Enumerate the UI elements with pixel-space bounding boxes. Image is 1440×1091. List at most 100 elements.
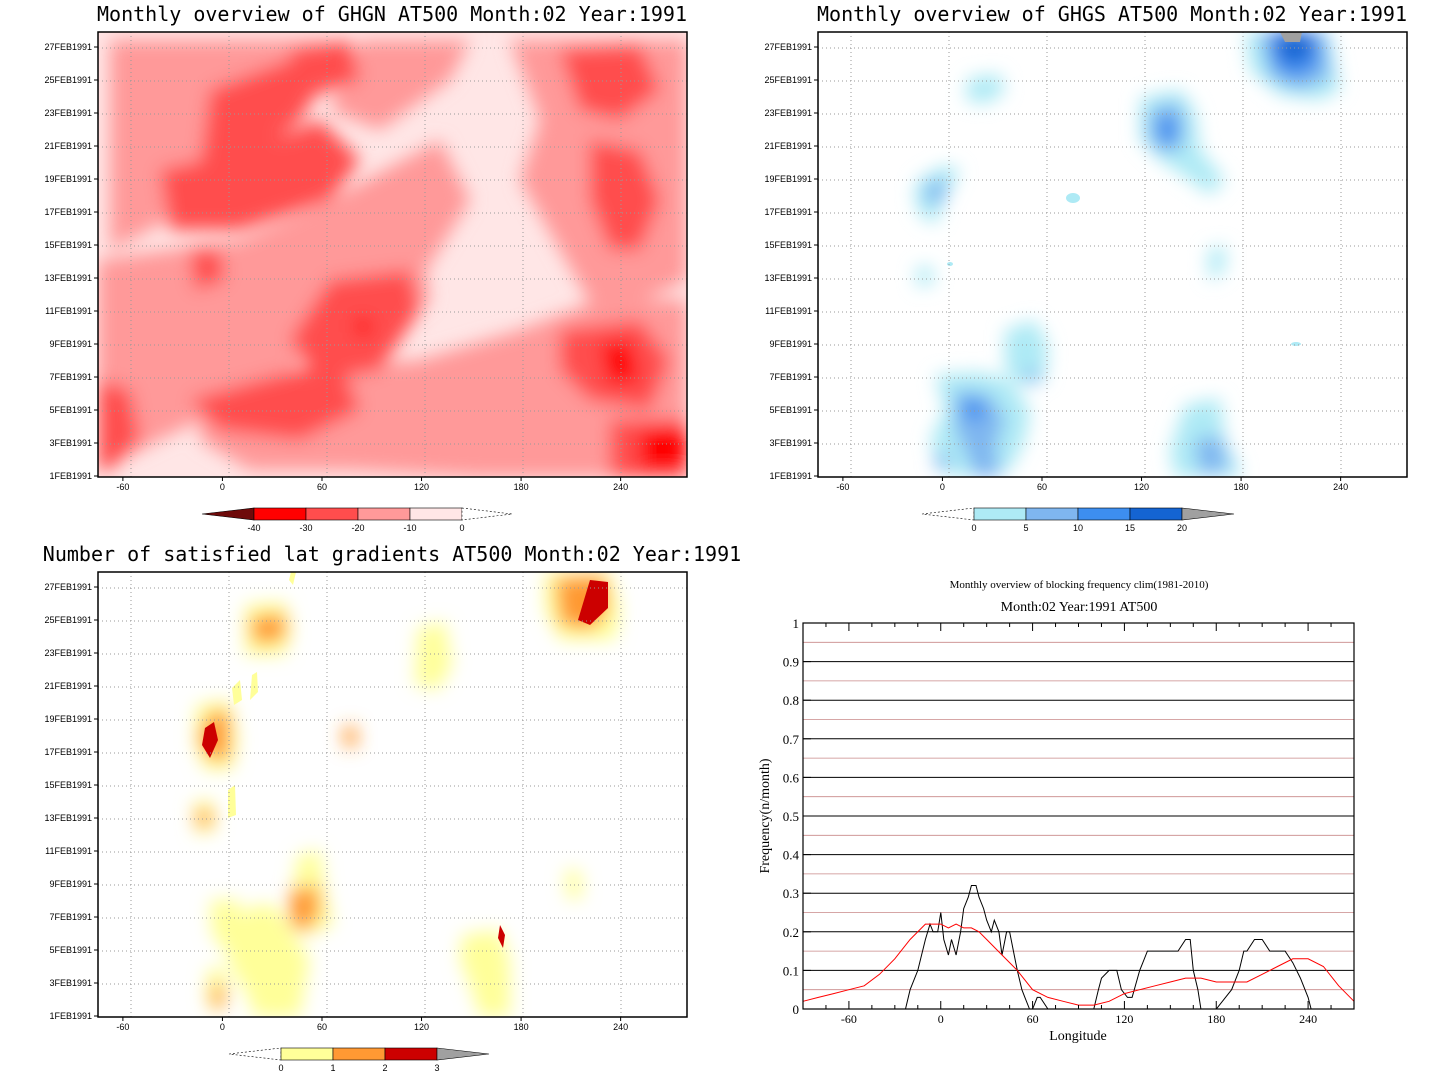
blocking-x-tick-label: 240 bbox=[1299, 1012, 1317, 1026]
colorbar-swatch bbox=[384, 1047, 438, 1061]
blocking-gridlines bbox=[803, 641, 1354, 991]
blocking-y-tick-label: 0.5 bbox=[783, 809, 799, 824]
lat-gradients-y-tick-label: 3FEB1991 bbox=[49, 978, 92, 988]
lat-gradients-frame bbox=[97, 571, 688, 1018]
ghgs-y-tick-label: 11FEB1991 bbox=[765, 306, 812, 316]
blocking-subtitle: Month:02 Year:1991 AT500 bbox=[1001, 600, 1158, 615]
lat-gradients-background bbox=[98, 572, 687, 1017]
colorbar-label: 15 bbox=[1125, 523, 1135, 533]
ghgn-y-tick-label: 5FEB1991 bbox=[49, 405, 92, 415]
lat-gradients-small-blob bbox=[289, 572, 296, 585]
ghgn-title: Monthly overview of GHGN AT500 Month:02 … bbox=[97, 2, 687, 26]
ghgn-contour-level-minus30 bbox=[355, 318, 687, 470]
ghgs-y-tick-label: 21FEB1991 bbox=[764, 141, 812, 151]
colorbar-swatch bbox=[305, 507, 359, 521]
blocking-x-tick-label: 60 bbox=[1027, 1012, 1039, 1026]
colorbar-label: 0 bbox=[971, 523, 976, 533]
ghgs-small-blob bbox=[1066, 193, 1080, 203]
ghgn-y-tick-label: 27FEB1991 bbox=[44, 42, 92, 52]
ghgn-x-tick-label: 240 bbox=[613, 482, 628, 492]
lat-gradients-x-axis: -60 0 60 120 180 240 bbox=[116, 1017, 628, 1032]
ghgs-small-blob bbox=[947, 262, 953, 266]
ghgn-y-axis: 1FEB1991 3FEB1991 5FEB1991 7FEB1991 9FEB1991… bbox=[44, 42, 98, 481]
ghgn-y-tick-label: 1FEB1991 bbox=[49, 471, 92, 481]
ghgs-y-tick-label: 9FEB1991 bbox=[769, 339, 812, 349]
ghgn-y-tick-label: 3FEB1991 bbox=[49, 438, 92, 448]
blocking-x-tick-label: 120 bbox=[1115, 1012, 1133, 1026]
lat-gradients-contour-level-2 bbox=[202, 580, 608, 948]
ghgs-y-tick-label: 23FEB1991 bbox=[764, 108, 812, 118]
blocking-y-tick-label: 0 bbox=[793, 1002, 800, 1017]
colorbar-label: 10 bbox=[1073, 523, 1083, 533]
colorbar-swatch bbox=[280, 1047, 334, 1061]
lat-gradients-field bbox=[98, 572, 687, 1017]
ghgn-y-tick-label: 7FEB1991 bbox=[49, 372, 92, 382]
ghgn-y-tick-label: 15FEB1991 bbox=[44, 240, 92, 250]
colorbar-label: 3 bbox=[434, 1063, 439, 1073]
ghgn-x-tick-label: 180 bbox=[514, 482, 529, 492]
blocking-x-tick-label: 0 bbox=[938, 1012, 944, 1026]
lat-gradients-panel: Number of satisfied lat gradients AT500 … bbox=[43, 542, 741, 1073]
colorbar-start-arrow bbox=[228, 1047, 282, 1061]
ghgn-x-tick-label: 0 bbox=[220, 482, 225, 492]
ghgn-contour-shapes bbox=[98, 40, 687, 477]
colorbar-swatch bbox=[1077, 507, 1131, 521]
colorbar-swatch bbox=[201, 507, 255, 521]
lat-gradients-y-tick-label: 5FEB1991 bbox=[49, 945, 92, 955]
lat-gradients-y-axis: 1FEB1991 3FEB1991 5FEB1991 7FEB1991 9FEB1991… bbox=[44, 582, 98, 1021]
colorbar-swatch bbox=[253, 507, 307, 521]
blocking-y-axis: 0 0.1 0.2 0.3 0.4 0.5 0.6 0.7 0.8 0.9 1 bbox=[783, 616, 811, 1017]
ghgs-x-tick-label: 0 bbox=[940, 482, 945, 492]
lat-gradients-small-blob bbox=[232, 680, 242, 705]
ghgs-contour-level-20 bbox=[1280, 32, 1302, 42]
ghgs-colorbar: 0 5 10 15 20 bbox=[921, 507, 1235, 533]
ghgn-x-tick-label: -60 bbox=[116, 482, 129, 492]
ghgs-x-tick-label: 120 bbox=[1134, 482, 1149, 492]
ghgn-y-tick-label: 21FEB1991 bbox=[44, 141, 92, 151]
ghgn-x-axis: -60 0 60 120 180 240 bbox=[116, 477, 628, 492]
blocking-series-red-line bbox=[802, 923, 1355, 1006]
ghgs-y-tick-label: 3FEB1991 bbox=[769, 438, 812, 448]
colorbar-label: 20 bbox=[1177, 523, 1187, 533]
lat-gradients-y-tick-label: 7FEB1991 bbox=[49, 912, 92, 922]
blocking-y-tick-label: 0.4 bbox=[783, 848, 800, 863]
blocking-y-tick-label: 0.6 bbox=[783, 770, 800, 785]
ghgn-panel: Monthly overview of GHGN AT500 Month:02 … bbox=[44, 2, 688, 533]
blocking-y-tick-label: 0.2 bbox=[783, 925, 799, 940]
ghgn-colorbar: -40 -30 -20 -10 0 bbox=[201, 507, 513, 533]
colorbar-swatch bbox=[332, 1047, 386, 1061]
lat-gradients-small-blob bbox=[250, 672, 258, 700]
ghgn-frame bbox=[97, 31, 688, 478]
ghgs-x-tick-label: 60 bbox=[1037, 482, 1047, 492]
lat-gradients-y-tick-label: 27FEB1991 bbox=[44, 582, 92, 592]
lat-gradients-y-tick-label: 15FEB1991 bbox=[44, 780, 92, 790]
lat-gradients-x-tick-label: 180 bbox=[514, 1022, 529, 1032]
colorbar-label: 5 bbox=[1023, 523, 1028, 533]
ghgs-title: Monthly overview of GHGS AT500 Month:02 … bbox=[817, 2, 1407, 26]
ghgn-y-tick-label: 11FEB1991 bbox=[45, 306, 92, 316]
lat-gradients-y-tick-label: 19FEB1991 bbox=[44, 714, 92, 724]
colorbar-label: -10 bbox=[403, 523, 416, 533]
ghgs-x-tick-label: 180 bbox=[1234, 482, 1249, 492]
ghgs-y-tick-label: 19FEB1991 bbox=[764, 174, 812, 184]
ghgs-y-tick-label: 15FEB1991 bbox=[764, 240, 812, 250]
ghgs-contour-shapes bbox=[914, 32, 1340, 477]
ghgn-y-tick-label: 17FEB1991 bbox=[44, 207, 92, 217]
ghgn-x-tick-label: 120 bbox=[414, 482, 429, 492]
ghgn-field bbox=[98, 32, 687, 477]
blocking-x-axis: -60 0 60 120 180 240 bbox=[825, 623, 1332, 1026]
ghgs-y-tick-label: 7FEB1991 bbox=[769, 372, 812, 382]
blocking-y-tick-label: 0.8 bbox=[783, 693, 799, 708]
ghgs-background bbox=[818, 32, 1407, 477]
lat-gradients-y-tick-label: 1FEB1991 bbox=[49, 1011, 92, 1021]
ghgs-y-tick-label: 13FEB1991 bbox=[764, 273, 812, 283]
ghgn-y-tick-label: 13FEB1991 bbox=[44, 273, 92, 283]
colorbar-swatch bbox=[973, 507, 1027, 521]
blocking-frequency-panel: Monthly overview of blocking frequency c… bbox=[758, 579, 1355, 1044]
lat-gradients-y-tick-label: 11FEB1991 bbox=[45, 846, 92, 856]
ghgs-small-blob bbox=[1291, 342, 1301, 346]
colorbar-swatch bbox=[357, 507, 411, 521]
blocking-y-tick-label: 0.7 bbox=[783, 732, 800, 747]
ghgn-y-tick-label: 25FEB1991 bbox=[44, 75, 92, 85]
